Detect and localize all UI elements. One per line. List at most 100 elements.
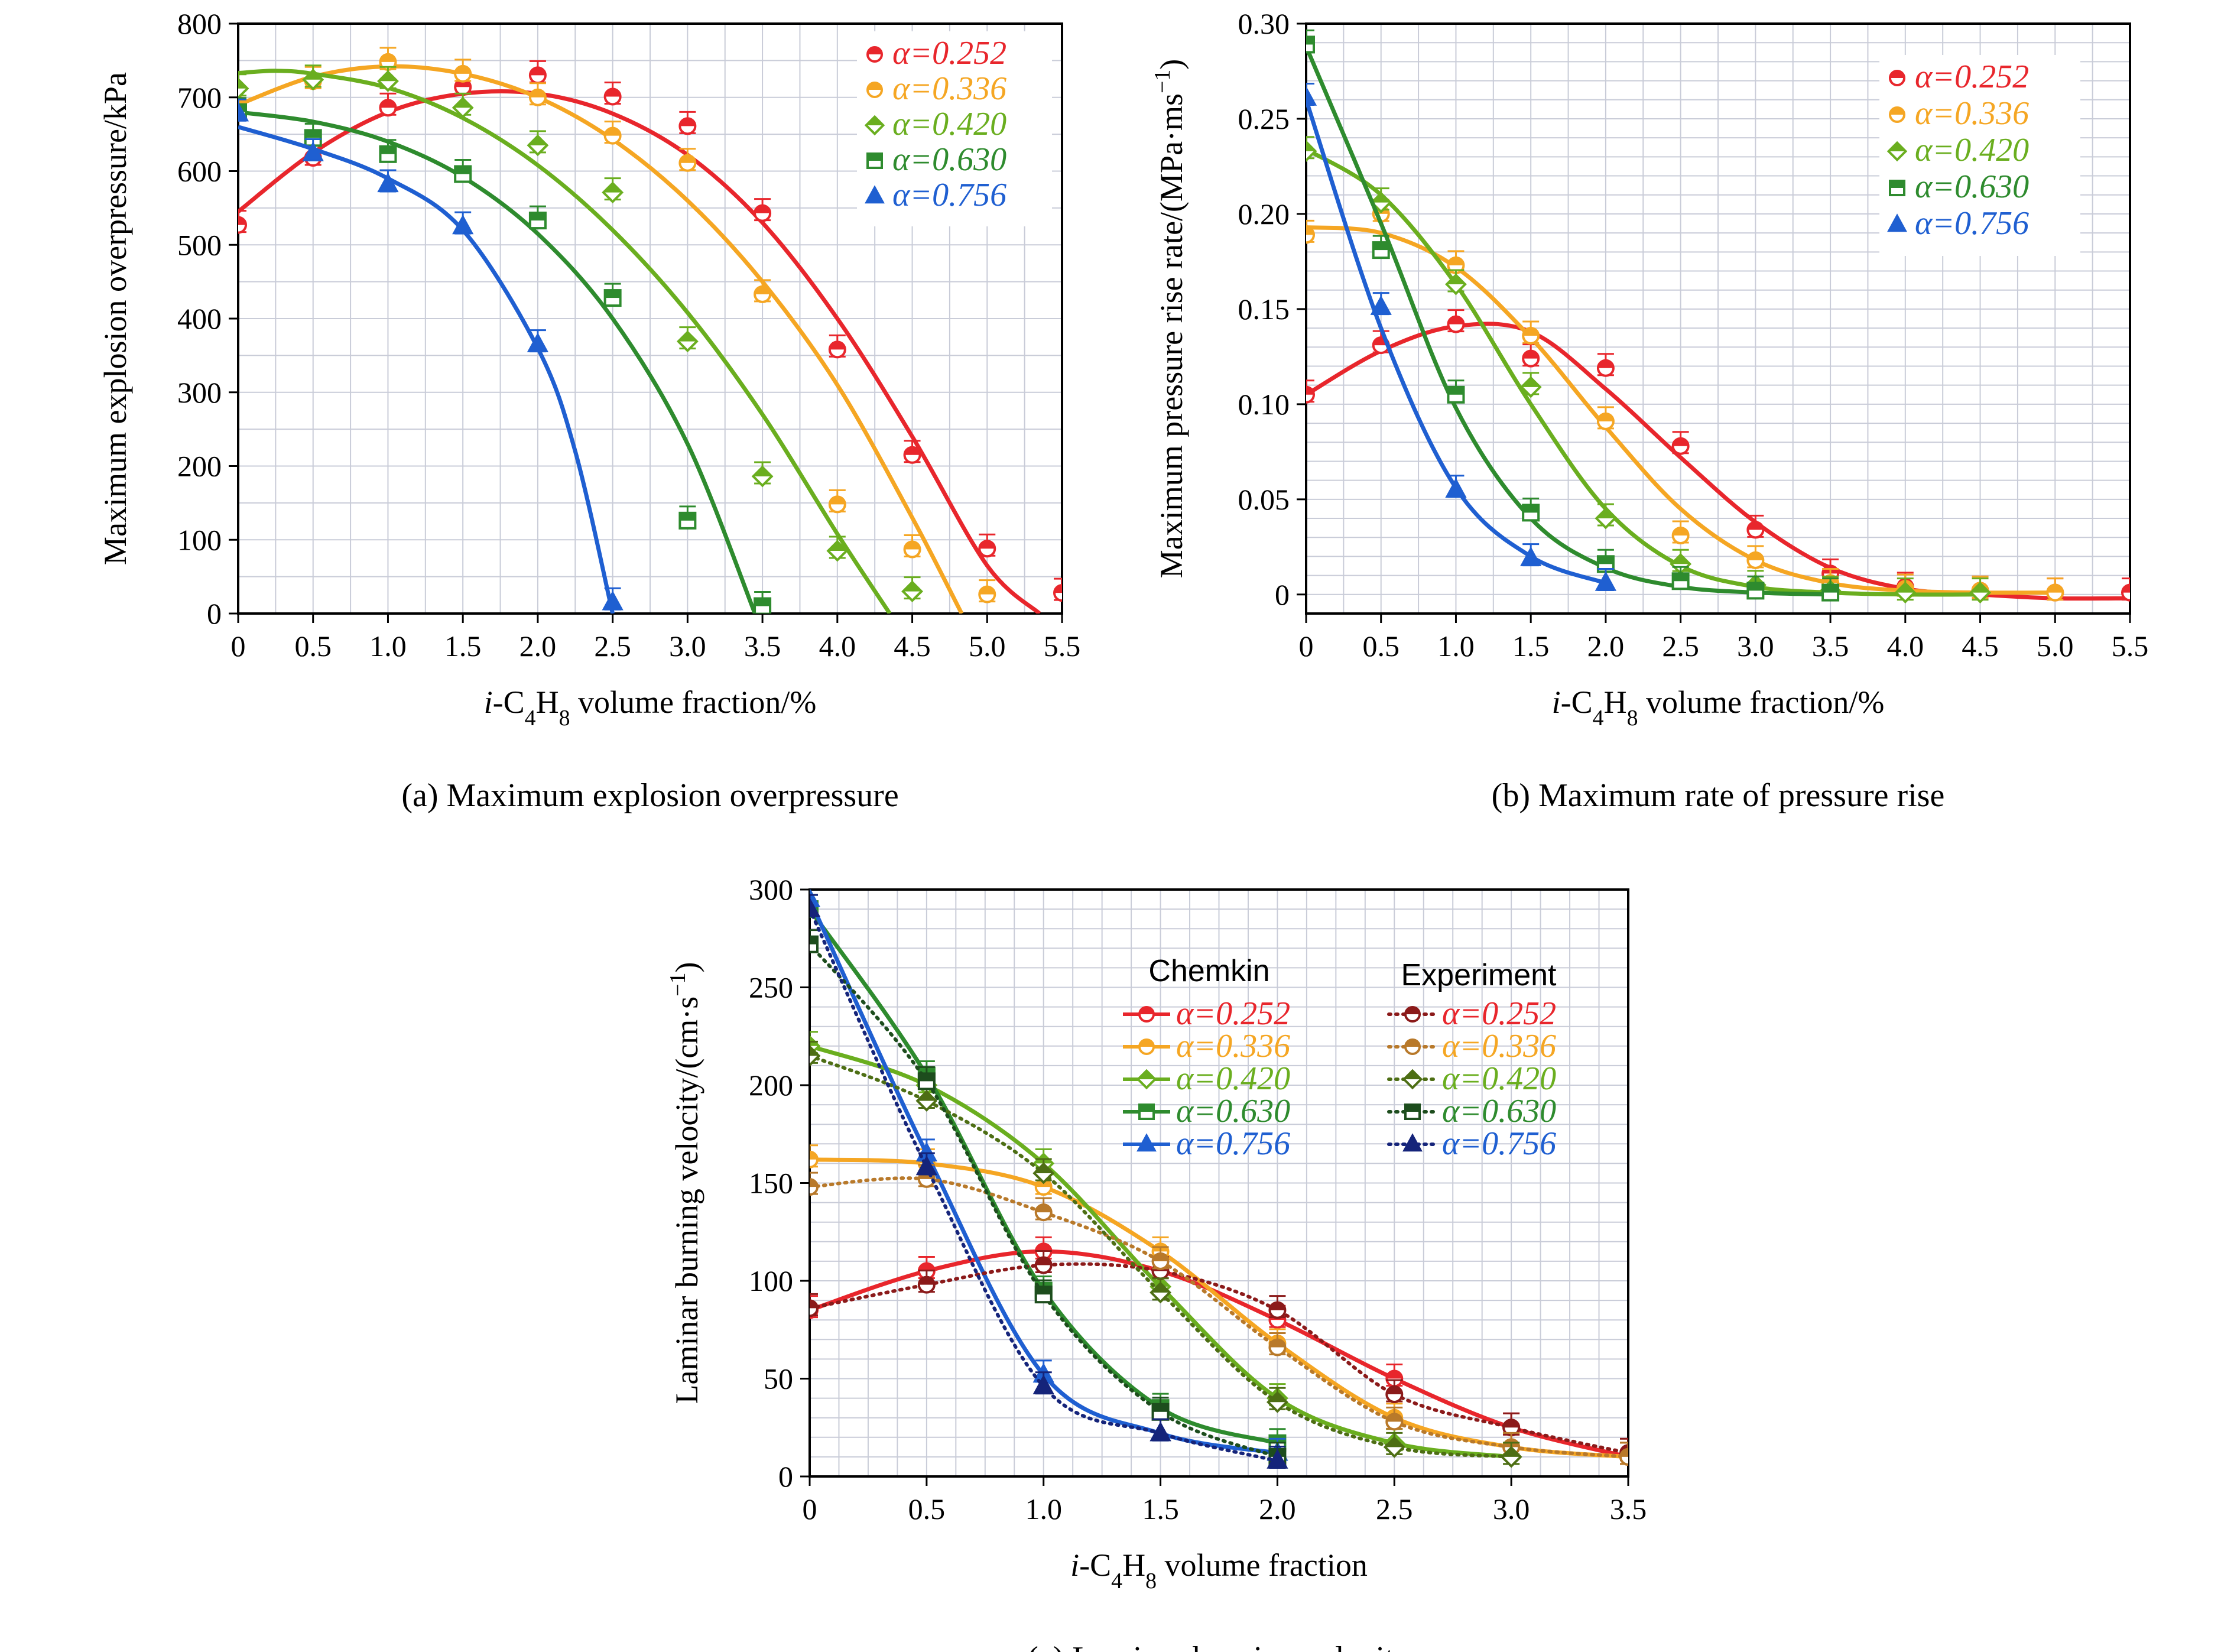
data-point (810, 1299, 819, 1317)
data-point (602, 590, 624, 611)
legend-marker (1404, 1038, 1421, 1055)
data-point (1522, 326, 1540, 345)
x-axis-label: i-C4H8 volume fraction (1070, 1547, 1368, 1593)
legend-marker (1138, 1006, 1155, 1023)
data-point (379, 99, 397, 117)
legend-marker (864, 115, 885, 136)
data-point (678, 511, 697, 530)
y-tick-label: 50 (764, 1362, 793, 1395)
legend-marker (1404, 1006, 1421, 1023)
y-tick-label: 600 (177, 155, 222, 188)
error-bar (1306, 136, 1314, 160)
data-point (754, 597, 772, 614)
error-bar (810, 1040, 818, 1064)
data-point (751, 465, 774, 488)
panel-a-max-overpressure: 0 0.5 1.0 1.5 2.0 2.5 3.0 3.5 4.0 4.5 5.0 5.5 0 100 20… (98, 7, 1080, 814)
legend-label: α=0.336 (1915, 95, 2029, 132)
x-tick-label: 5.5 (1044, 629, 1081, 663)
axes: 0 0.5 1.0 1.5 2.0 2.5 3.0 3.5 4.0 4.5 5.0 5.5 0 100 20… (177, 7, 1080, 663)
data-point (603, 126, 622, 145)
data-point (1500, 1446, 1522, 1468)
data-point (754, 285, 772, 303)
legend-label: α=0.630 (1176, 1093, 1290, 1130)
data-point (1034, 1256, 1053, 1274)
data-point (1267, 1391, 1288, 1413)
x-tick-label: 5.0 (969, 629, 1006, 663)
data-point (454, 64, 472, 83)
legend-box (857, 31, 1052, 226)
legend-label: α=0.756 (1176, 1125, 1290, 1162)
y-tick-label: 0 (1275, 578, 1290, 611)
x-tick-label: 3.5 (744, 629, 781, 663)
data-point (1894, 582, 1917, 604)
x-tick-label: 4.5 (894, 629, 931, 663)
data-point (903, 540, 921, 559)
y-tick-label: 500 (177, 228, 222, 261)
data-point (379, 145, 397, 163)
data-point (528, 88, 547, 106)
x-tick-label: 2.0 (519, 629, 557, 663)
y-tick-label: 0.20 (1238, 197, 1290, 231)
data-point (527, 134, 549, 157)
series-line (810, 942, 1280, 1459)
x-tick-label: 3.5 (1812, 629, 1849, 663)
y-tick-label: 0.15 (1238, 293, 1290, 326)
data-point (238, 102, 249, 122)
plot-frame (237, 22, 1063, 615)
data-point (603, 289, 622, 307)
data-point (2121, 583, 2130, 602)
y-tick-label: 400 (177, 302, 222, 335)
error-bar (2122, 577, 2130, 601)
data-point (1519, 376, 1542, 398)
panel-caption: (b) Maximum rate of pressure rise (1492, 777, 1945, 814)
data-point (1306, 86, 1317, 106)
data-point (1445, 273, 1467, 296)
x-tick-label: 2.5 (1376, 1492, 1413, 1526)
legend-header-experiment: Experiment (1401, 958, 1557, 992)
data-point (1596, 359, 1615, 377)
data-point (1447, 315, 1465, 333)
series-line (238, 69, 892, 614)
legend-label: α=0.756 (1442, 1125, 1556, 1162)
data-point (1032, 1162, 1055, 1184)
x-tick-label: 0 (231, 629, 246, 663)
legend-header-chemkin: Chemkin (1148, 954, 1269, 988)
legend-label: α=0.252 (892, 35, 1006, 72)
y-tick-label: 150 (749, 1167, 793, 1200)
legend-marker (1402, 1133, 1423, 1152)
data-point (810, 1150, 819, 1169)
series-alpha-0.420 (238, 64, 923, 614)
error-bar (810, 1144, 818, 1168)
y-tick-label: 800 (177, 7, 222, 40)
data-point (754, 204, 772, 222)
data-point (1306, 385, 1315, 404)
x-tick-label: 1.5 (1512, 629, 1550, 663)
y-axis-label: Maximum pressure rise rate/(MPa·ms−1) (1150, 59, 1189, 579)
y-axis-label: Laminar burning velocity/(cm·s−1) (665, 962, 704, 1404)
legend-label: α=0.756 (892, 177, 1006, 213)
data-point (676, 330, 699, 353)
data-point (1671, 437, 1690, 455)
series-line (1306, 225, 2056, 595)
legend-marker (1136, 1069, 1157, 1090)
plot-frame (1305, 22, 2131, 615)
series-alpha-0.756 (1306, 83, 1617, 591)
y-tick-label: 0 (207, 597, 222, 630)
x-tick-label: 0.5 (294, 629, 332, 663)
data-point (1502, 1419, 1521, 1437)
panel-c-laminar-burning-velocity: 0 0.5 1.0 1.5 2.0 2.5 3.0 3.5 0 50 100 150 200 250 300… (665, 873, 1647, 1652)
data-point (238, 77, 249, 100)
y-tick-label: 0 (778, 1460, 793, 1493)
data-point (826, 540, 849, 562)
data-point (978, 540, 996, 558)
y-tick-label: 200 (749, 1069, 793, 1102)
legend-marker (1138, 1038, 1155, 1055)
error-bar (1620, 1442, 1628, 1465)
data-point (528, 212, 547, 230)
series-line (810, 907, 1280, 1463)
data-point (1370, 192, 1392, 214)
data-point (452, 96, 474, 119)
data-point (1306, 140, 1317, 163)
